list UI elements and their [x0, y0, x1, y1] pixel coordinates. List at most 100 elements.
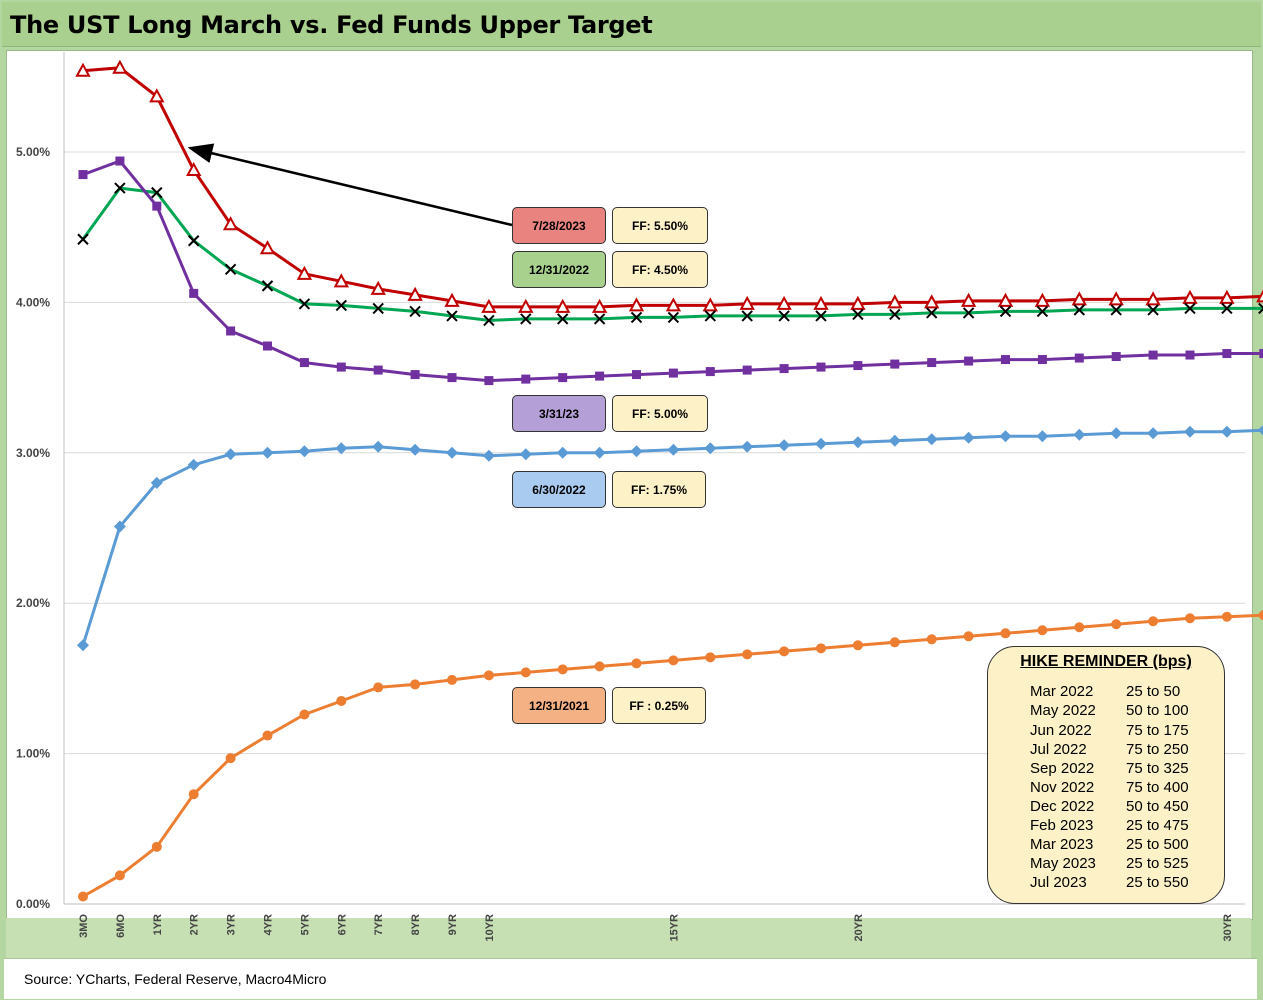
- data-point-6-30-2022: [113, 520, 126, 533]
- data-point-12-31-2021: [742, 649, 753, 660]
- hike-value: 25 to 475: [1126, 817, 1189, 834]
- hike-value: 75 to 325: [1126, 760, 1189, 777]
- data-point-12-31-2021: [78, 891, 88, 902]
- data-point-6-30-2022: [482, 449, 495, 462]
- data-point-3-31-23: [152, 201, 162, 211]
- data-point-3-31-23: [1148, 350, 1158, 360]
- hike-row: Jul 2023 25 to 550: [988, 874, 1224, 893]
- y-tick-label: 4.00%: [16, 295, 50, 309]
- data-point-12-31-2022: [335, 299, 348, 312]
- hike-month: Mar 2022: [1030, 683, 1094, 700]
- data-point-7-28-2023: [887, 294, 903, 309]
- data-point-6-30-2022: [925, 433, 938, 446]
- x-tick-label: 4YR: [263, 914, 275, 935]
- data-point-6-30-2022: [630, 445, 643, 458]
- data-point-3-31-23: [410, 370, 420, 380]
- data-point-12-31-2022: [852, 308, 864, 321]
- data-point-7-28-2023: [813, 295, 829, 310]
- x-tick-label: 7YR: [373, 914, 385, 935]
- data-point-7-28-2023: [924, 294, 940, 309]
- data-point-3-31-23: [1111, 352, 1121, 362]
- callout-ff-12-31-2021: FF : 0.25%: [612, 687, 706, 724]
- data-point-3-31-23: [78, 170, 88, 180]
- data-point-3-31-23: [816, 362, 826, 372]
- data-point-7-28-2023: [370, 280, 386, 295]
- data-point-3-31-23: [226, 326, 236, 336]
- data-point-7-28-2023: [702, 297, 718, 312]
- hike-value: 75 to 250: [1126, 741, 1189, 758]
- data-point-12-31-2022: [704, 310, 717, 322]
- data-point-6-30-2022: [593, 446, 606, 459]
- data-point-12-31-2021: [447, 674, 457, 685]
- data-point-3-31-23: [595, 371, 605, 381]
- data-point-7-28-2023: [259, 240, 276, 255]
- data-point-3-31-23: [336, 362, 346, 372]
- data-point-6-30-2022: [519, 448, 532, 461]
- hike-month: Feb 2023: [1030, 817, 1094, 834]
- data-point-12-31-2021: [852, 640, 863, 651]
- data-point-12-31-2021: [299, 709, 310, 720]
- y-tick-label: 3.00%: [16, 446, 50, 460]
- data-point-6-30-2022: [704, 442, 717, 455]
- data-point-6-30-2022: [261, 446, 274, 459]
- data-point-6-30-2022: [298, 445, 311, 458]
- data-point-12-31-2021: [1221, 611, 1232, 622]
- data-point-3-31-23: [447, 373, 457, 383]
- data-point-12-31-2022: [556, 313, 569, 325]
- callout-date-6-30-2022: 6/30/2022: [512, 471, 606, 508]
- data-point-7-28-2023: [186, 161, 202, 177]
- data-point-3-31-23: [964, 356, 974, 366]
- x-tick-label: 3MO: [78, 914, 90, 938]
- data-point-7-28-2023: [75, 62, 91, 77]
- hike-month: Mar 2023: [1030, 836, 1094, 853]
- data-point-6-30-2022: [1110, 427, 1123, 440]
- data-point-12-31-2021: [373, 682, 384, 693]
- data-point-3-31-23: [1222, 349, 1232, 359]
- data-point-6-30-2022: [815, 437, 827, 450]
- data-point-12-31-2021: [1074, 622, 1085, 633]
- hike-row: Jun 2022 75 to 175: [988, 722, 1224, 741]
- y-tick-label: 2.00%: [16, 596, 50, 610]
- data-point-7-28-2023: [960, 292, 977, 307]
- y-tick-label: 0.00%: [16, 897, 50, 911]
- x-axis-strip: [6, 918, 1251, 958]
- data-point-3-31-23: [189, 288, 199, 298]
- y-tick-label: 1.00%: [16, 747, 50, 761]
- data-point-12-31-2021: [926, 634, 937, 645]
- data-point-7-28-2023: [997, 292, 1014, 307]
- data-point-3-31-23: [1185, 350, 1195, 360]
- x-tick-label: 1YR: [152, 914, 164, 935]
- data-point-12-31-2021: [816, 643, 826, 654]
- data-point-7-28-2023: [1034, 292, 1051, 307]
- source-note: Source: YCharts, Federal Reserve, Macro4…: [24, 971, 327, 987]
- data-point-3-31-23: [890, 359, 900, 369]
- data-point-3-31-23: [668, 368, 678, 378]
- data-point-3-31-23: [1001, 355, 1010, 365]
- data-point-12-31-2021: [520, 667, 531, 678]
- page-title: The UST Long March vs. Fed Funds Upper T…: [10, 11, 653, 39]
- data-point-7-28-2023: [481, 298, 497, 313]
- data-point-12-31-2022: [815, 310, 827, 322]
- data-point-12-31-2022: [1110, 304, 1122, 316]
- data-point-6-30-2022: [335, 442, 348, 455]
- data-point-12-31-2021: [557, 664, 568, 675]
- data-point-7-28-2023: [407, 286, 423, 301]
- data-point-3-31-23: [373, 365, 383, 375]
- hike-month: May 2022: [1030, 702, 1096, 719]
- hike-row: May 2023 25 to 525: [988, 855, 1224, 874]
- data-point-12-31-2022: [925, 307, 938, 319]
- data-point-12-31-2022: [630, 311, 643, 324]
- data-point-12-31-2022: [667, 311, 680, 324]
- data-point-6-30-2022: [741, 440, 754, 453]
- data-point-12-31-2022: [778, 310, 790, 322]
- x-tick-label: 20YR: [853, 914, 865, 942]
- data-point-12-31-2022: [224, 263, 237, 276]
- data-point-12-31-2022: [1073, 304, 1086, 316]
- data-point-7-28-2023: [112, 59, 128, 74]
- data-point-6-30-2022: [224, 448, 237, 461]
- data-point-3-31-23: [1074, 353, 1084, 363]
- data-point-6-30-2022: [851, 436, 864, 449]
- data-point-3-31-23: [632, 370, 641, 380]
- data-point-3-31-23: [1259, 349, 1263, 359]
